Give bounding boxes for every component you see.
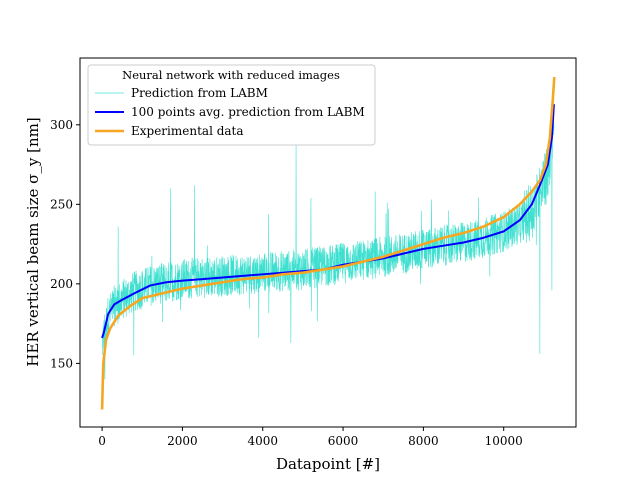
legend-box (87, 64, 376, 146)
y-tick-label: 150 (50, 356, 73, 370)
legend-entry: Experimental data (131, 124, 244, 138)
y-axis-label: HER vertical beam size σ_y [nm] (24, 117, 42, 366)
x-tick-label: 4000 (247, 434, 278, 448)
x-tick-label: 10000 (485, 434, 523, 448)
x-tick-label: 0 (98, 434, 106, 448)
y-tick-label: 300 (50, 118, 73, 132)
y-tick-label: 200 (50, 277, 73, 291)
x-axis-label: Datapoint [#] (276, 455, 380, 473)
y-tick-label: 250 (50, 197, 73, 211)
legend-entry: 100 points avg. prediction from LABM (131, 105, 365, 119)
series-experimental-line (100, 77, 556, 410)
legend: Neural network with reduced images Predic… (87, 64, 376, 146)
ticks-layer: 0 2000 4000 6000 8000 10000 150 200 250 300 (50, 118, 523, 448)
legend-entry: Prediction from LABM (131, 86, 268, 100)
x-tick-label: 2000 (167, 434, 198, 448)
x-tick-label: 8000 (408, 434, 439, 448)
legend-title: Neural network with reduced images (122, 68, 340, 82)
plot-frame (79, 57, 577, 428)
x-tick-label: 6000 (328, 434, 359, 448)
series-layer (100, 77, 556, 410)
series-prediction-line (101, 88, 555, 380)
